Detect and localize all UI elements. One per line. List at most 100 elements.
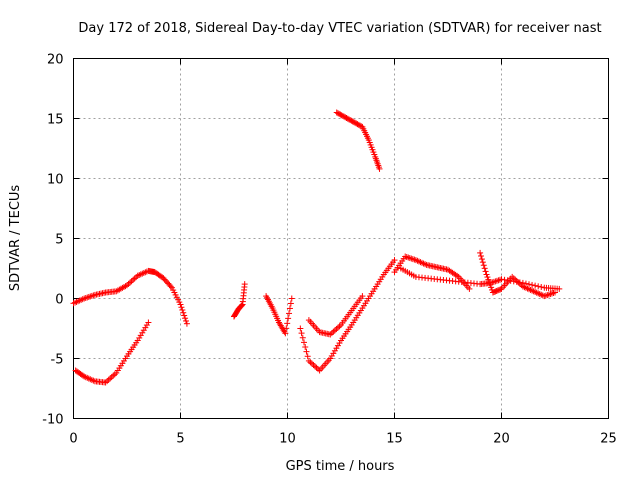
y-tick-label: -10	[42, 413, 63, 428]
data-point	[515, 279, 522, 286]
data-point	[487, 281, 494, 288]
data-point	[104, 378, 111, 385]
data-point	[304, 353, 311, 360]
data-point	[532, 282, 539, 289]
data-point	[479, 259, 486, 266]
data-point	[179, 306, 186, 313]
data-point	[107, 375, 114, 382]
data-point	[408, 255, 415, 262]
data-point	[544, 292, 551, 299]
y-tick-label: 15	[47, 113, 64, 128]
data-point	[333, 326, 340, 333]
data-point	[287, 300, 294, 307]
data-point	[283, 325, 290, 332]
data-point	[177, 301, 184, 308]
data-point	[313, 364, 320, 371]
data-point	[90, 292, 97, 299]
data-point	[542, 292, 549, 299]
x-tick-label: 20	[493, 432, 510, 447]
data-point	[298, 330, 305, 337]
data-point	[111, 371, 118, 378]
data-point	[85, 293, 92, 300]
y-tick-label: 20	[47, 53, 64, 68]
y-tick-label: 5	[55, 233, 63, 248]
y-tick-label: -5	[51, 353, 64, 368]
data-point	[538, 284, 545, 291]
axis-ticks: 0 5 10 15 20 25 -10 -5 0 5 10 15 20	[42, 53, 617, 447]
x-tick-label: 0	[69, 432, 77, 447]
grid-lines	[73, 58, 609, 419]
data-point	[238, 302, 245, 309]
data-point	[128, 278, 135, 285]
data-point	[484, 274, 491, 281]
data-point	[493, 277, 500, 284]
data-point	[312, 363, 319, 370]
data-point	[102, 379, 109, 386]
data-point	[178, 304, 185, 311]
data-point	[282, 330, 289, 337]
x-tick-label: 25	[600, 432, 617, 447]
data-points	[70, 109, 563, 386]
data-point	[547, 291, 554, 298]
data-point	[286, 305, 293, 312]
data-point	[130, 276, 137, 283]
chart-title: Day 172 of 2018, Sidereal Day-to-day VTE…	[78, 21, 601, 36]
data-point	[110, 372, 117, 379]
data-point	[466, 285, 473, 292]
data-point	[495, 277, 502, 284]
data-point	[108, 374, 115, 381]
data-point	[183, 320, 190, 327]
data-point	[486, 279, 493, 286]
data-point	[545, 291, 552, 298]
y-tick-label: 0	[55, 293, 63, 308]
data-point	[478, 256, 485, 263]
data-point	[331, 327, 338, 334]
x-axis-label: GPS time / hours	[286, 459, 395, 474]
data-point	[308, 360, 315, 367]
data-point	[167, 283, 174, 290]
data-point	[127, 279, 134, 286]
data-point	[359, 293, 366, 300]
data-point	[301, 339, 308, 346]
data-point	[241, 281, 248, 288]
data-point	[556, 285, 563, 292]
data-point	[285, 315, 292, 322]
data-point	[488, 284, 495, 291]
data-point	[529, 281, 536, 288]
data-point	[482, 268, 489, 275]
data-point	[327, 331, 334, 338]
data-point	[297, 325, 304, 332]
data-point	[334, 324, 341, 331]
data-point	[238, 302, 245, 309]
data-point	[535, 283, 542, 290]
data-point	[183, 317, 190, 324]
data-point	[485, 276, 492, 283]
data-point	[305, 357, 312, 364]
data-point	[405, 254, 412, 261]
data-point	[145, 319, 152, 326]
data-point	[286, 310, 293, 317]
data-point	[336, 323, 343, 330]
data-point	[550, 290, 557, 297]
data-point	[498, 276, 505, 283]
data-point	[302, 344, 309, 351]
y-tick-label: 10	[47, 173, 64, 188]
data-point	[391, 257, 398, 264]
data-point	[501, 276, 508, 283]
x-tick-label: 15	[386, 432, 403, 447]
data-point	[477, 249, 484, 256]
data-point	[181, 312, 188, 319]
data-point	[299, 334, 306, 341]
data-point	[481, 265, 488, 272]
data-point	[492, 278, 499, 285]
data-point	[180, 309, 187, 316]
data-point	[284, 320, 291, 327]
data-point	[87, 293, 94, 300]
x-tick-label: 5	[176, 432, 184, 447]
data-point	[307, 359, 314, 366]
data-point	[548, 290, 555, 297]
data-point	[478, 252, 485, 259]
data-point	[406, 255, 413, 262]
x-tick-label: 10	[279, 432, 296, 447]
